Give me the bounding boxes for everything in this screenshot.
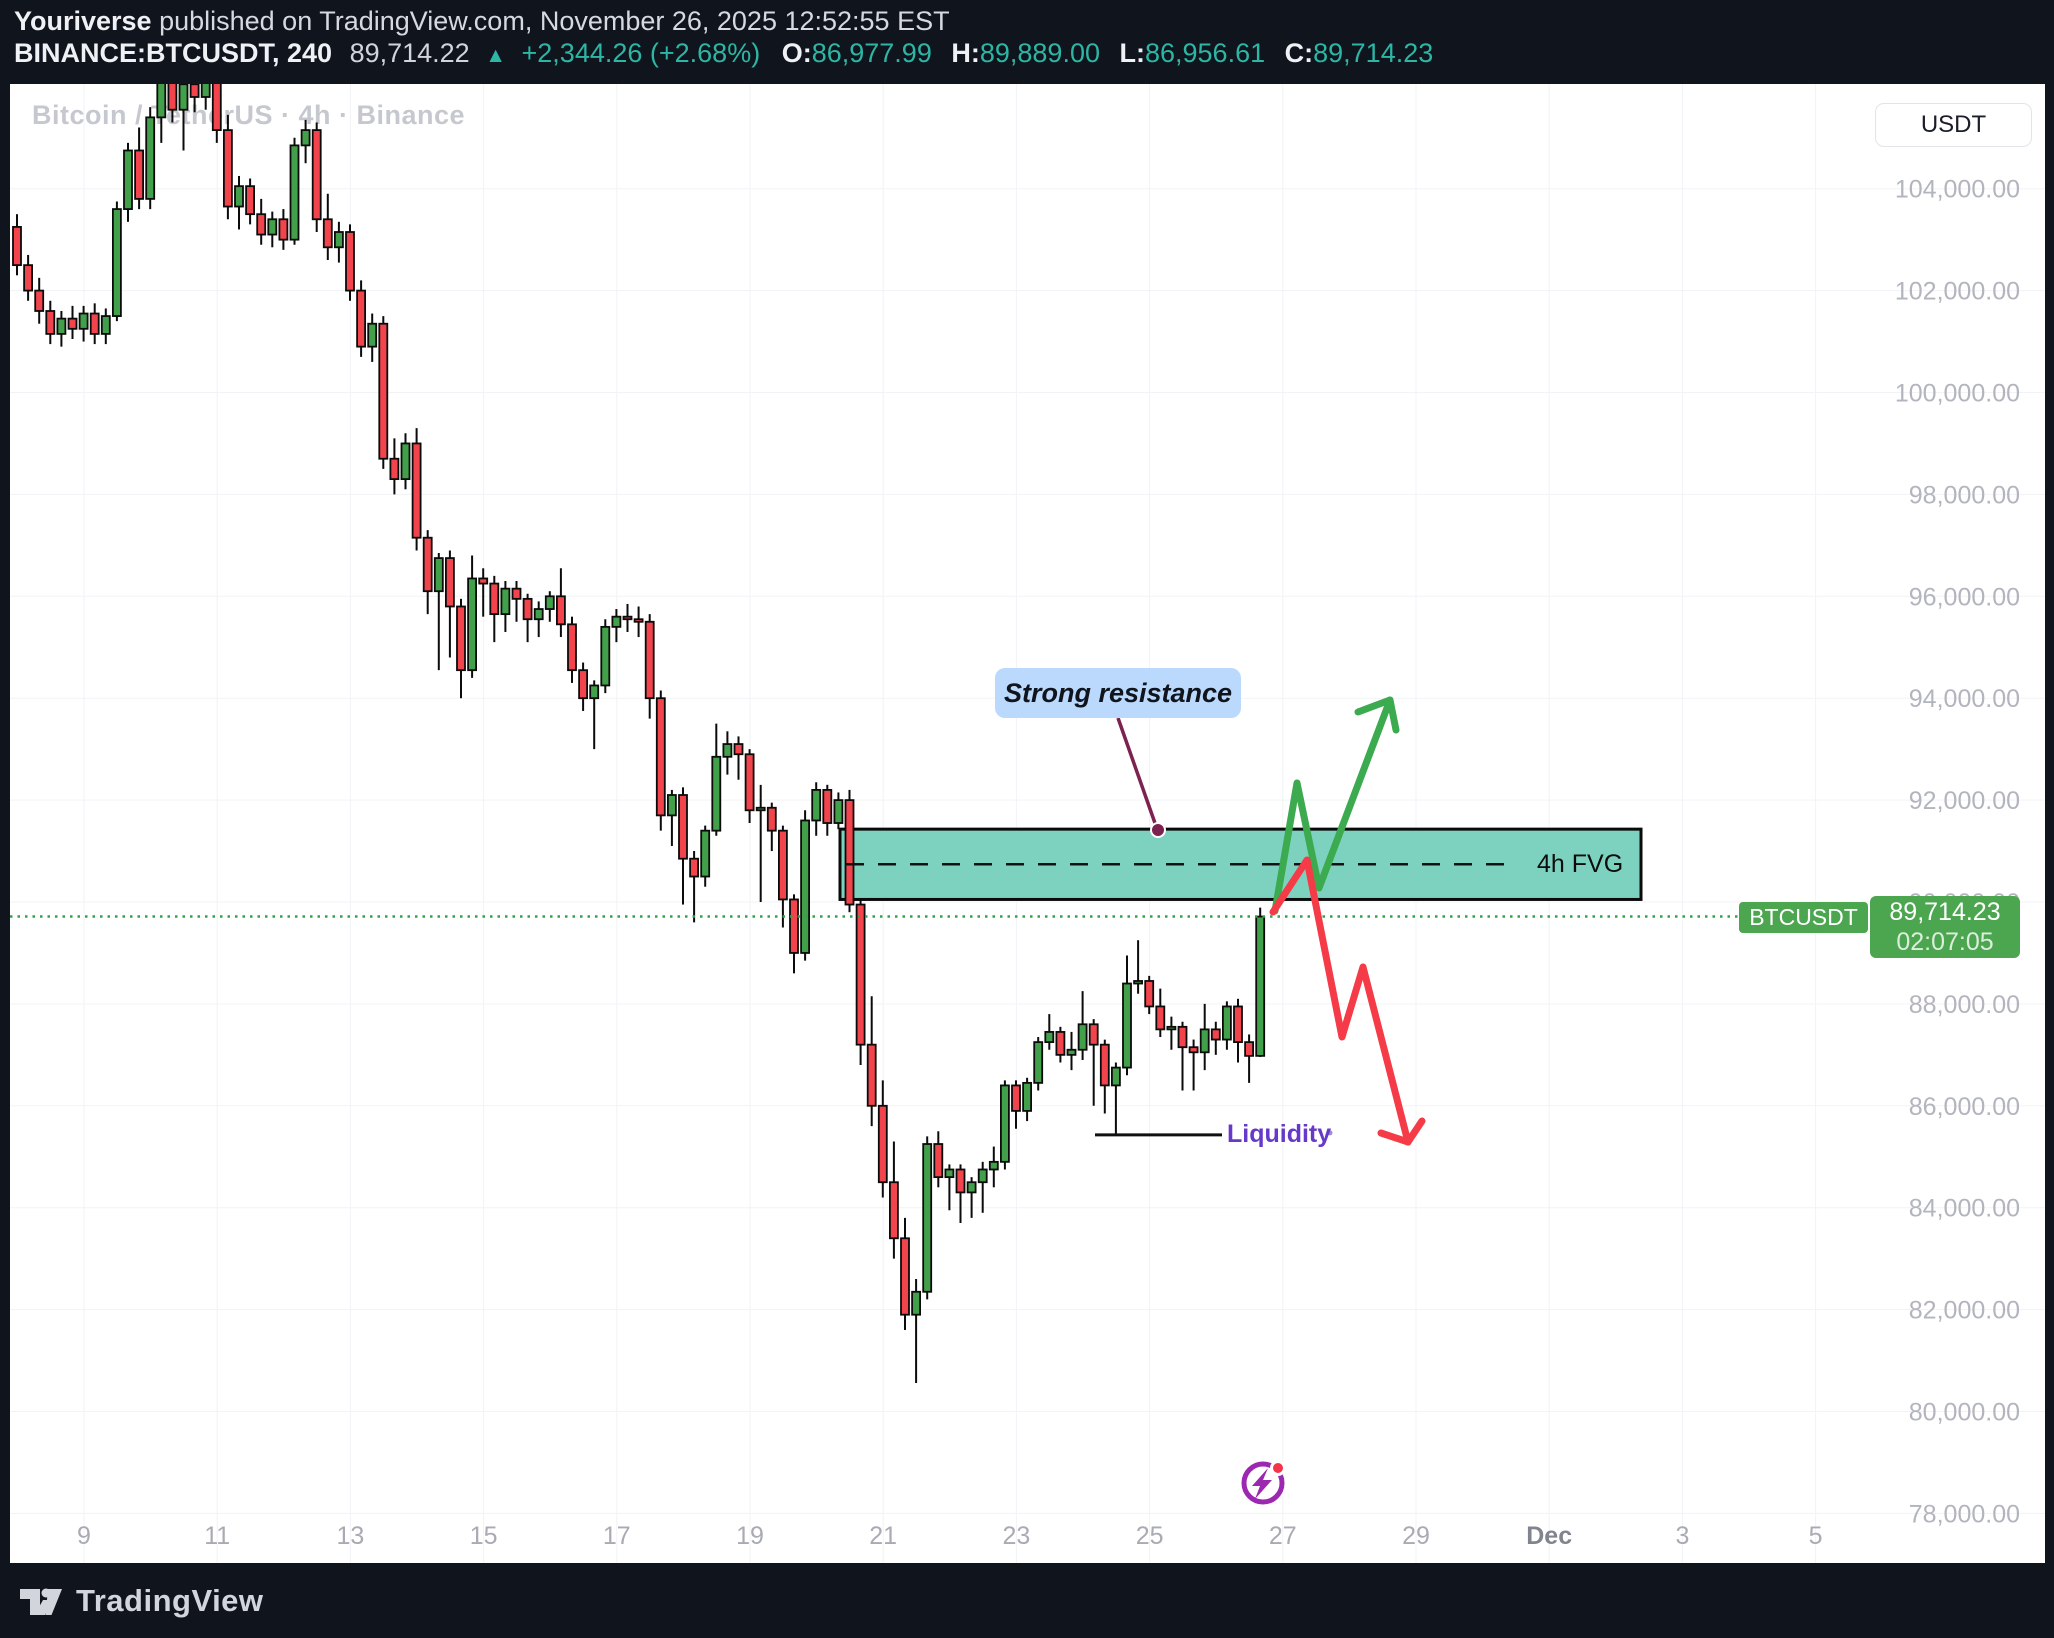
bullish-projection-arrow[interactable] xyxy=(1271,696,1400,915)
resistance-callout-dot xyxy=(1150,822,1166,838)
price-line-price: 89,714.23 xyxy=(1889,898,2001,926)
symbol-title: BINANCE:BTCUSDT, 240 xyxy=(14,38,333,68)
y-axis-label: 78,000.00 xyxy=(1909,1500,2020,1528)
publish-info: published on TradingView.com, November 2… xyxy=(151,6,950,36)
y-axis-label: 98,000.00 xyxy=(1909,481,2020,509)
x-axis-label: 11 xyxy=(204,1522,230,1550)
publish-line: Youriverse published on TradingView.com,… xyxy=(14,6,950,37)
last-price: 89,714.22 xyxy=(349,38,470,68)
y-axis-label: 96,000.00 xyxy=(1909,583,2020,611)
price-line-symbol-badge: BTCUSDT xyxy=(1739,902,1868,933)
liquidity-label[interactable]: Liquidity xyxy=(1227,1120,1332,1148)
x-axis-label: 13 xyxy=(336,1522,364,1550)
x-axis-label: 23 xyxy=(1002,1522,1030,1550)
x-axis-label: 5 xyxy=(1809,1522,1823,1550)
x-axis-label: 21 xyxy=(869,1522,897,1550)
time-axis[interactable]: 9 11 13 15 17 19 21 23 25 27 29 Dec 3 5 xyxy=(77,1522,1823,1550)
tradingview-brand[interactable]: TradingView xyxy=(76,1582,264,1618)
liquidity-dot xyxy=(1327,1130,1333,1136)
resistance-callout-line xyxy=(1116,717,1158,827)
price-line-value-badge: 89,714.23 02:07:05 xyxy=(1870,896,2020,958)
close-label: C: xyxy=(1284,38,1314,68)
chart-pane[interactable]: Bitcoin / TetherUS · 4h · Binance 104,00… xyxy=(10,84,2045,1563)
fvg-label[interactable]: 4h FVG xyxy=(1537,850,1624,878)
low-label: L: xyxy=(1119,38,1145,68)
author-name: Youriverse xyxy=(14,6,152,36)
y-axis-label: 102,000.00 xyxy=(1895,278,2020,306)
y-axis-label: 82,000.00 xyxy=(1909,1297,2020,1325)
high-label: H: xyxy=(951,38,980,68)
tradingview-logo-icon[interactable] xyxy=(18,1581,64,1621)
y-axis-label: 100,000.00 xyxy=(1895,380,2020,408)
x-axis-label: 19 xyxy=(736,1522,764,1550)
y-axis-label: 104,000.00 xyxy=(1895,176,2020,204)
x-axis-label: Dec xyxy=(1526,1522,1572,1550)
x-axis-label: 17 xyxy=(603,1522,631,1550)
strong-resistance-label[interactable]: Strong resistance xyxy=(995,668,1241,718)
y-axis-label: 86,000.00 xyxy=(1909,1093,2020,1121)
footer-bar: TradingView xyxy=(0,1563,2054,1638)
close-value: 89,714.23 xyxy=(1313,38,1434,68)
bar-countdown: 02:07:05 xyxy=(1896,928,1994,956)
y-axis-label: 88,000.00 xyxy=(1909,991,2020,1019)
grid-lines xyxy=(10,84,2045,1563)
lightning-event-icon[interactable] xyxy=(1241,1460,1286,1505)
y-axis-label: 94,000.00 xyxy=(1909,685,2020,713)
open-value: 86,977.99 xyxy=(811,38,932,68)
publish-header: Youriverse published on TradingView.com,… xyxy=(0,0,2054,84)
x-axis-label: 9 xyxy=(77,1522,91,1550)
bearish-projection-arrow[interactable] xyxy=(1269,856,1426,1146)
symbol-watermark: Bitcoin / TetherUS · 4h · Binance xyxy=(32,100,466,130)
high-value: 89,889.00 xyxy=(979,38,1100,68)
x-axis-label: 25 xyxy=(1136,1522,1164,1550)
price-axis[interactable]: 104,000.00 102,000.00 100,000.00 98,000.00 9… xyxy=(1895,176,2020,1529)
y-axis-label: 84,000.00 xyxy=(1909,1195,2020,1223)
candlesticks xyxy=(12,84,1266,1383)
x-axis-label: 29 xyxy=(1402,1522,1430,1550)
y-axis-label: 92,000.00 xyxy=(1909,787,2020,815)
chart-canvas[interactable]: 104,000.00 102,000.00 100,000.00 98,000.00 9… xyxy=(10,84,2045,1563)
symbol-ohlc-line: BINANCE:BTCUSDT, 240 89,714.22 ▲ +2,344.… xyxy=(14,38,1445,69)
x-axis-label: 3 xyxy=(1675,1522,1689,1550)
y-axis-label: 80,000.00 xyxy=(1909,1399,2020,1427)
open-label: O: xyxy=(781,38,812,68)
low-value: 86,956.61 xyxy=(1144,38,1266,68)
up-triangle-icon: ▲ xyxy=(485,44,506,67)
x-axis-label: 27 xyxy=(1269,1522,1297,1550)
currency-toggle-button[interactable]: USDT xyxy=(1875,103,2032,147)
x-axis-label: 15 xyxy=(470,1522,498,1550)
price-change: +2,344.26 (+2.68%) xyxy=(521,38,761,68)
